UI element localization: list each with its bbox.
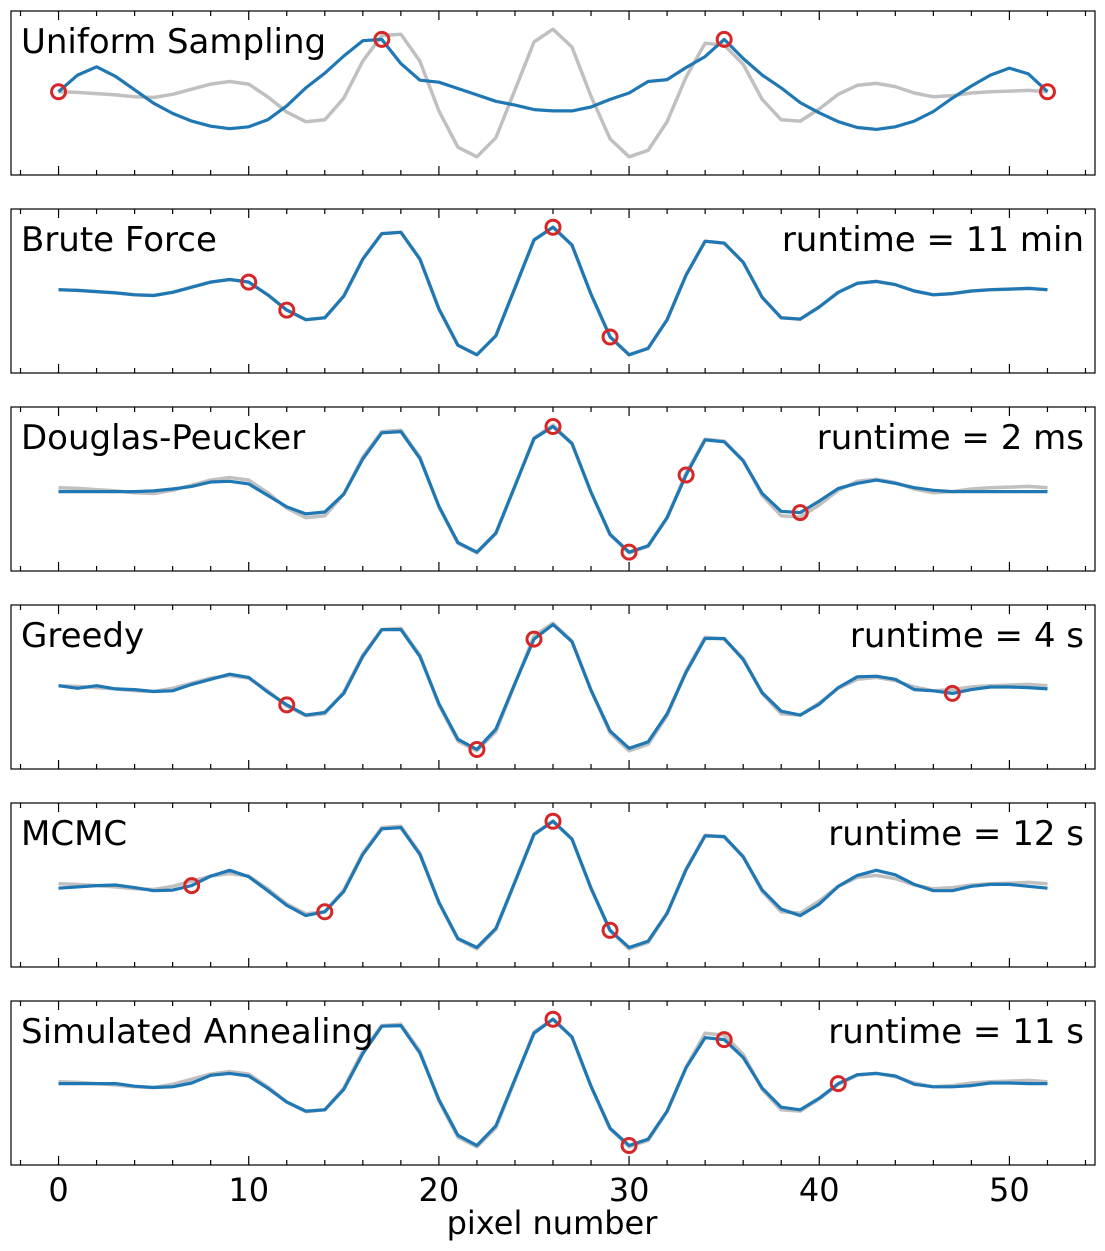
x-tick-label: 40 [799, 1171, 840, 1209]
approximation-series-line [58, 819, 1048, 950]
panel-runtime: runtime = 2 ms [817, 418, 1084, 458]
panel-runtime: runtime = 4 s [850, 616, 1084, 656]
panel-runtime: runtime = 11 min [782, 220, 1084, 260]
control-point-marker [677, 466, 695, 484]
x-axis-label: pixel number [447, 1204, 659, 1242]
panel-title: Uniform Sampling [21, 22, 326, 62]
control-point-marker [183, 877, 201, 895]
control-point-marker [525, 630, 543, 648]
x-tick-label: 20 [419, 1171, 460, 1209]
control-point-marker [544, 218, 562, 236]
panel: MCMC runtime = 12 s [10, 802, 1096, 968]
control-point-marker [1038, 83, 1056, 101]
x-tick-label: 30 [609, 1171, 650, 1209]
control-point-marker [620, 543, 638, 561]
panel: Brute Force runtime = 11 min [10, 208, 1096, 374]
panel: Uniform Sampling [10, 10, 1096, 176]
panel-runtime: runtime = 11 s [828, 1012, 1084, 1052]
control-point-marker [829, 1075, 847, 1093]
panels-layer: Uniform Sampling Brute Force runtime = 11 … [10, 10, 1096, 1209]
approximation-series-line [58, 225, 1048, 357]
x-tick-label: 50 [989, 1171, 1030, 1209]
x-tick-label: 10 [228, 1171, 269, 1209]
control-point-marker [601, 921, 619, 939]
panel-title: Douglas-Peucker [21, 418, 305, 458]
panel: Douglas-Peucker runtime = 2 ms [10, 406, 1096, 572]
control-point-marker [601, 328, 619, 346]
x-tick-label: 0 [48, 1171, 68, 1209]
panel: Greedy runtime = 4 s [10, 604, 1096, 770]
control-point-marker [373, 30, 391, 48]
panel-title: Brute Force [21, 220, 217, 260]
panel-runtime: runtime = 12 s [828, 814, 1084, 854]
reference-series-line [58, 27, 1048, 159]
control-point-marker [620, 1137, 638, 1155]
control-point-marker [544, 1010, 562, 1028]
panel: Simulated Annealing runtime = 11 s 0 10 20 30… [10, 1000, 1096, 1209]
approximation-series-line [58, 1017, 1048, 1148]
panel-title: Greedy [21, 616, 144, 656]
control-point-marker [715, 30, 733, 48]
control-point-marker [278, 696, 296, 714]
control-point-marker [544, 417, 562, 435]
approximation-series-line [58, 622, 1048, 752]
control-point-marker [791, 504, 809, 522]
control-point-marker [715, 1031, 733, 1049]
control-point-marker [316, 903, 334, 921]
approximation-series-line [58, 424, 1048, 554]
control-point-marker [943, 684, 961, 702]
panel-title: Simulated Annealing [21, 1012, 374, 1052]
approximation-series-line [57, 37, 1049, 131]
control-point-marker [544, 812, 562, 830]
control-point-marker [468, 741, 486, 759]
control-point-marker [50, 83, 68, 101]
control-point-marker [240, 273, 258, 291]
panel-title: MCMC [21, 814, 127, 854]
control-point-marker [278, 301, 296, 319]
